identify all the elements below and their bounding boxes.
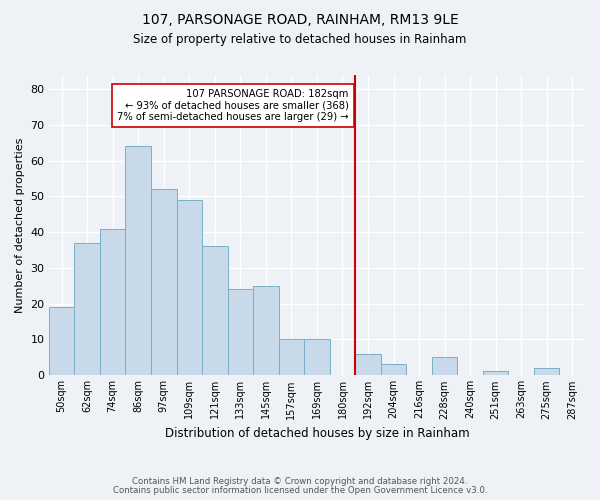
- Bar: [100, 228, 125, 375]
- Bar: [534, 368, 559, 375]
- Bar: [227, 290, 253, 375]
- Bar: [278, 340, 304, 375]
- Text: Contains public sector information licensed under the Open Government Licence v3: Contains public sector information licen…: [113, 486, 487, 495]
- Text: Size of property relative to detached houses in Rainham: Size of property relative to detached ho…: [133, 32, 467, 46]
- Bar: [253, 286, 278, 375]
- Bar: [202, 246, 227, 375]
- Bar: [483, 372, 508, 375]
- Bar: [304, 340, 329, 375]
- Bar: [381, 364, 406, 375]
- Bar: [176, 200, 202, 375]
- Text: 107 PARSONAGE ROAD: 182sqm
← 93% of detached houses are smaller (368)
7% of semi: 107 PARSONAGE ROAD: 182sqm ← 93% of deta…: [117, 90, 349, 122]
- Text: 107, PARSONAGE ROAD, RAINHAM, RM13 9LE: 107, PARSONAGE ROAD, RAINHAM, RM13 9LE: [142, 12, 458, 26]
- Text: Contains HM Land Registry data © Crown copyright and database right 2024.: Contains HM Land Registry data © Crown c…: [132, 477, 468, 486]
- Bar: [355, 354, 381, 375]
- X-axis label: Distribution of detached houses by size in Rainham: Distribution of detached houses by size …: [164, 427, 469, 440]
- Bar: [49, 307, 74, 375]
- Bar: [432, 357, 457, 375]
- Bar: [125, 146, 151, 375]
- Bar: [74, 243, 100, 375]
- Y-axis label: Number of detached properties: Number of detached properties: [15, 138, 25, 312]
- Bar: [151, 190, 176, 375]
